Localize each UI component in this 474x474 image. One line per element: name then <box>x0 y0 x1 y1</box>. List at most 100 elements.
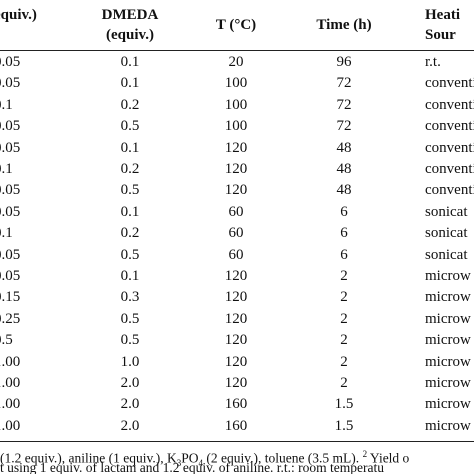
column-header: equiv.) <box>0 7 37 23</box>
table-cell: 72 <box>336 118 352 135</box>
table-cell: microw <box>425 268 471 284</box>
table-cell: 100 <box>224 96 248 113</box>
table-cell: 0.5 <box>120 118 140 135</box>
table-cell: 2.0 <box>120 375 140 391</box>
table-cell: 0.05 <box>0 268 21 284</box>
column-header: Sour <box>425 27 456 43</box>
table-cell: r.t. <box>425 54 441 70</box>
table-cell: 0.1 <box>120 268 140 284</box>
table-cell: sonicat <box>425 246 468 263</box>
table-cell: 120 <box>224 375 248 391</box>
table-cell: 100 <box>224 75 248 92</box>
table-cell: 0.5 <box>120 246 140 263</box>
table-cell: conventi <box>425 139 474 156</box>
table-cell: 1.00 <box>0 353 21 370</box>
table-cell: 60 <box>228 225 244 242</box>
table-cell: 60 <box>228 203 244 220</box>
table-cell: 1.5 <box>334 396 354 413</box>
table-cell: 1.0 <box>120 353 140 370</box>
table-cell: 0.05 <box>0 203 21 220</box>
table-cell: 0.2 <box>120 96 140 113</box>
table-cell: 120 <box>224 353 248 370</box>
table-cell: 20 <box>228 54 244 70</box>
table-cell: 120 <box>224 161 248 177</box>
table-cell: 2.0 <box>120 417 140 434</box>
table-cell: microw <box>425 332 471 349</box>
footnote-text: PO <box>181 450 199 466</box>
footnote-text: t using 1 equiv. of lactam and 1.2 equiv… <box>0 460 385 474</box>
table-cell: 120 <box>224 139 248 156</box>
table-cell: 120 <box>224 289 248 306</box>
table-cell: 72 <box>336 75 352 92</box>
table-cell: 0.3 <box>120 289 140 306</box>
footnote-text: (2 equiv.), toluene (3.5 mL). <box>202 450 363 466</box>
column-header: Heati <box>425 7 460 23</box>
table-cell: 6 <box>340 246 348 263</box>
table-cell: conventi <box>425 182 474 199</box>
table-cell: 1.00 <box>0 396 21 413</box>
table-cell: 0.5 <box>0 332 13 349</box>
table-cell: 0.1 <box>120 75 140 92</box>
table-cell: 6 <box>340 225 348 242</box>
table-cell: 2 <box>340 268 348 284</box>
table-cell: 0.1 <box>120 54 140 70</box>
table-cell: 0.1 <box>120 139 140 156</box>
footnote-text: (1.2 equiv.), aniline (1 equiv.), K <box>0 450 177 466</box>
table-cell: 0.1 <box>0 161 13 177</box>
footnote-text: Yield o <box>367 450 410 466</box>
table-cell: conventi <box>425 75 474 92</box>
table-cell: 6 <box>340 203 348 220</box>
column-header: Time (h) <box>316 17 372 33</box>
table-cell: microw <box>425 353 471 370</box>
table-cell: 0.05 <box>0 246 21 263</box>
table-cell: 2 <box>340 353 348 370</box>
table-cell: 100 <box>224 118 248 135</box>
table-cell: microw <box>425 375 471 391</box>
table-cell: 2 <box>340 375 348 391</box>
table-cell: 0.1 <box>0 225 13 242</box>
table-cell: 0.05 <box>0 118 21 135</box>
footnote-text: 3 <box>176 458 182 469</box>
table-cell: 0.5 <box>120 332 140 349</box>
header-rule <box>0 50 474 51</box>
table-cell: microw <box>425 417 471 434</box>
bottom-rule <box>0 441 474 442</box>
table-cell: 1.5 <box>334 417 354 434</box>
table-cell: 48 <box>336 139 352 156</box>
table-cell: 120 <box>224 182 248 199</box>
table-cell: 160 <box>224 417 248 434</box>
table-cell: microw <box>425 289 471 306</box>
table-cell: 0.1 <box>120 203 140 220</box>
column-header: DMEDA <box>101 7 159 23</box>
table-cell: 2.0 <box>120 396 140 413</box>
table-cell: 120 <box>224 268 248 284</box>
footnote-text: 2 <box>362 449 368 459</box>
footnote: (1.2 equiv.), aniline (1 equiv.), K3PO4 … <box>0 446 409 471</box>
table-cell: 0.15 <box>0 289 21 306</box>
table-cell: 2 <box>340 332 348 349</box>
column-header: T (°C) <box>215 17 257 33</box>
table-cell: 0.5 <box>120 182 140 199</box>
table-cell: 1.00 <box>0 417 21 434</box>
table-cell: 0.05 <box>0 54 21 70</box>
table-cell: 2 <box>340 310 348 327</box>
table-cell: conventi <box>425 118 474 135</box>
table-cell: microw <box>425 396 471 413</box>
table-cell: 0.2 <box>120 225 140 242</box>
table-cell: 60 <box>228 246 244 263</box>
table-cell: 0.05 <box>0 182 21 199</box>
table-cell: 48 <box>336 182 352 199</box>
table-cell: 0.5 <box>120 310 140 327</box>
footnote-text: 4 <box>198 458 203 469</box>
table-cell: conventi <box>425 161 474 177</box>
table-cell: 120 <box>224 332 248 349</box>
table-cell: 2 <box>340 289 348 306</box>
table-cell: sonicat <box>425 203 468 220</box>
table-cell: 0.1 <box>0 96 13 113</box>
table-cell: conventi <box>425 96 474 113</box>
table-cell: 48 <box>336 161 352 177</box>
table-cell: 0.25 <box>0 310 21 327</box>
column-header: (equiv.) <box>106 27 154 43</box>
table-cell: sonicat <box>425 225 468 242</box>
